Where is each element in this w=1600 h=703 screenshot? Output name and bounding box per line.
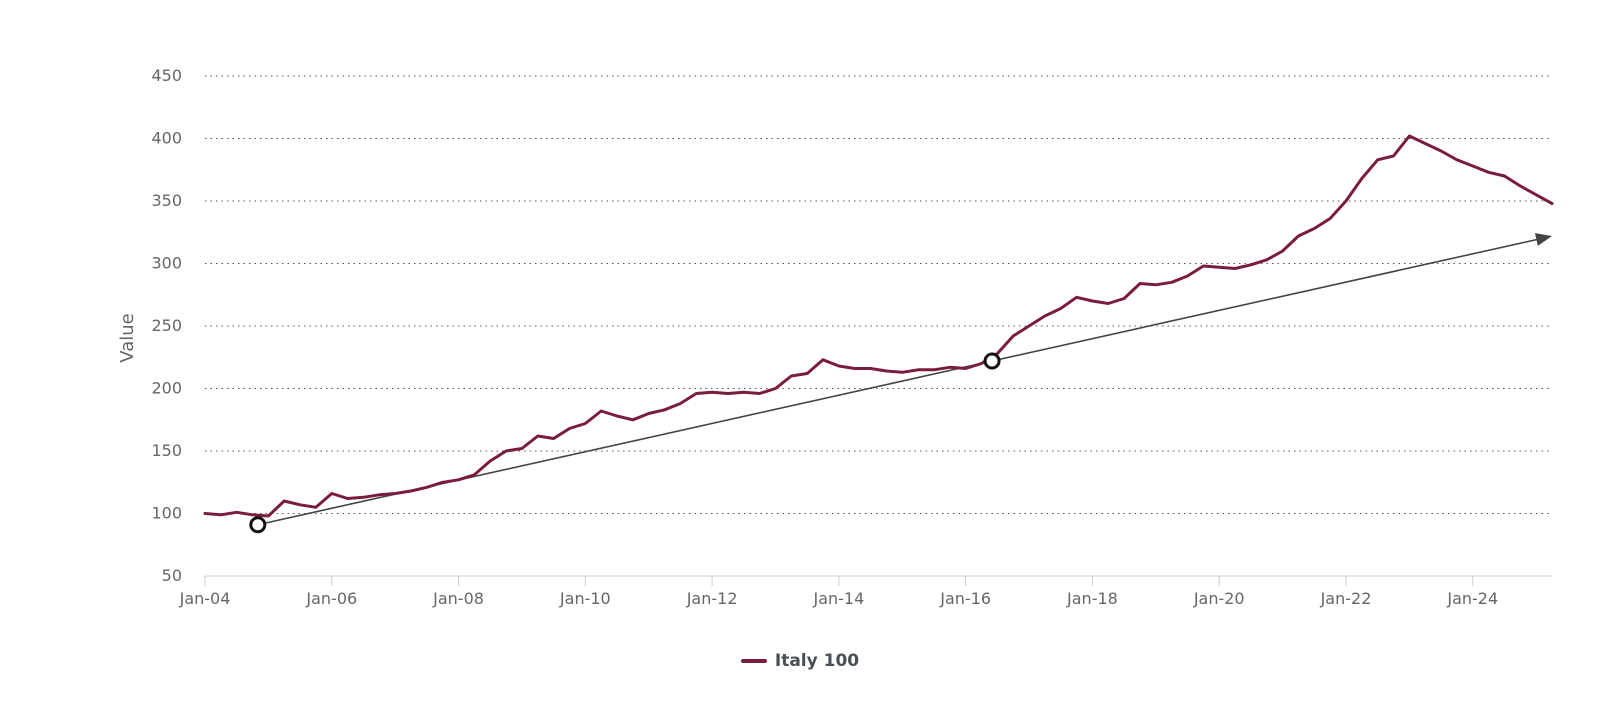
y-tick-label: 200 <box>151 379 182 398</box>
y-tick-label: 50 <box>162 566 182 585</box>
x-tick-label: Jan-12 <box>686 589 738 608</box>
x-tick-label: Jan-08 <box>432 589 484 608</box>
trend-marker[interactable] <box>983 352 1001 370</box>
legend: Italy 100 <box>0 648 1600 671</box>
y-tick-label: 250 <box>151 316 182 335</box>
series-line-italy-100[interactable] <box>203 134 1554 518</box>
x-axis-tick-labels: Jan-04 Jan-06 Jan-08 Jan-10 Jan-12 Jan-14 Jan-… <box>179 589 1499 608</box>
trend-marker[interactable] <box>249 516 267 534</box>
y-axis-tick-labels: 50 100 150 200 250 300 350 400 450 <box>151 66 182 585</box>
trend-markers <box>249 352 1001 534</box>
x-tick-label: Jan-10 <box>559 589 611 608</box>
y-tick-label: 100 <box>151 504 182 523</box>
trendline-arrowhead <box>1534 233 1552 246</box>
y-tick-label: 400 <box>151 129 182 148</box>
y-axis-title: Value <box>117 313 138 362</box>
legend-label: Italy 100 <box>774 651 860 671</box>
x-tick-label: Jan-20 <box>1193 589 1245 608</box>
x-axis <box>204 575 1552 586</box>
gridlines <box>205 75 1552 514</box>
x-tick-label: Jan-14 <box>812 589 864 608</box>
y-tick-label: 150 <box>151 441 182 460</box>
y-tick-label: 450 <box>151 66 182 85</box>
x-tick-label: Jan-18 <box>1066 589 1118 608</box>
series-group <box>203 134 1554 518</box>
legend-swatch <box>740 659 767 663</box>
x-tick-label: Jan-24 <box>1446 589 1498 608</box>
legend-item-italy-100[interactable]: Italy 100 <box>740 651 860 671</box>
x-tick-label: Jan-06 <box>305 589 357 608</box>
y-tick-label: 350 <box>151 191 182 210</box>
x-tick-label: Jan-16 <box>939 589 991 608</box>
y-tick-label: 300 <box>151 254 182 273</box>
x-tick-label: Jan-22 <box>1320 589 1372 608</box>
x-tick-label: Jan-04 <box>179 589 231 608</box>
